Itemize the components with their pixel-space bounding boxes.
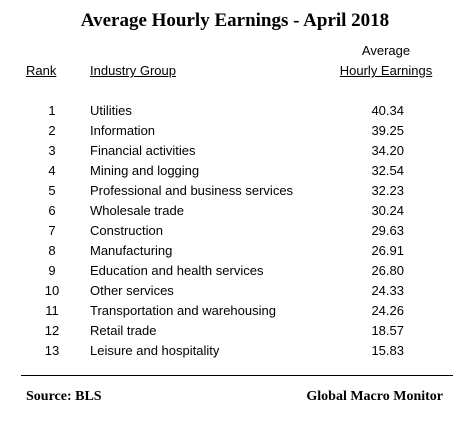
table-row: 11 Transportation and warehousing 24.26	[0, 301, 470, 321]
industry-group-cell: Professional and business services	[90, 183, 294, 198]
table-row: 3 Financial activities 34.20	[0, 141, 470, 161]
rank-cell: 11	[45, 303, 59, 318]
hourly-earnings-cell: 29.63	[371, 223, 404, 238]
industry-group-cell: Retail trade	[90, 323, 157, 338]
table-row: 2 Information 39.25	[0, 121, 470, 141]
industry-group-cell: Information	[90, 123, 156, 138]
source-note: Source: BLS	[26, 389, 102, 404]
table-row: 5 Professional and business services 32.23	[0, 181, 470, 201]
hourly-earnings-cell: 30.24	[371, 203, 404, 218]
rank-cell: 7	[48, 223, 56, 238]
rank-cell: 6	[48, 203, 56, 218]
hourly-earnings-cell: 40.34	[371, 103, 404, 118]
rank-cell: 10	[44, 283, 60, 298]
table-row: 13 Leisure and hospitality 15.83	[0, 341, 470, 361]
rank-cell: 8	[48, 243, 56, 258]
column-header-rank: Rank	[26, 63, 57, 78]
rank-cell: 13	[44, 343, 60, 358]
industry-group-cell: Transportation and warehousing	[90, 303, 276, 318]
hourly-earnings-cell: 24.26	[371, 303, 404, 318]
table-row: 9 Education and health services 26.80	[0, 261, 470, 281]
table-row: 8 Manufacturing 26.91	[0, 241, 470, 261]
table-body: 1 Utilities 40.34 2 Information 39.25 3 Financi…	[0, 101, 470, 361]
industry-group-cell: Mining and logging	[90, 163, 200, 178]
column-header-hourly-earnings: Hourly Earnings	[339, 63, 433, 78]
hourly-earnings-cell: 24.33	[371, 283, 404, 298]
rank-cell: 2	[48, 123, 56, 138]
table-row: 12 Retail trade 18.57	[0, 321, 470, 341]
hourly-earnings-cell: 39.25	[371, 123, 404, 138]
table-row: 7 Construction 29.63	[0, 221, 470, 241]
hourly-earnings-cell: 18.57	[371, 323, 404, 338]
hourly-earnings-cell: 26.80	[371, 263, 404, 278]
industry-group-cell: Construction	[90, 223, 163, 238]
industry-group-cell: Utilities	[90, 103, 132, 118]
table-row: 10 Other services 24.33	[0, 281, 470, 301]
industry-group-cell: Leisure and hospitality	[90, 343, 220, 358]
footer-divider	[21, 375, 453, 376]
hourly-earnings-cell: 34.20	[371, 143, 404, 158]
industry-group-cell: Financial activities	[90, 143, 196, 158]
credit-note: Global Macro Monitor	[306, 389, 443, 404]
rank-cell: 1	[48, 103, 56, 118]
table-row: 6 Wholesale trade 30.24	[0, 201, 470, 221]
industry-group-cell: Education and health services	[90, 263, 264, 278]
rank-cell: 4	[48, 163, 56, 178]
hourly-earnings-cell: 32.23	[371, 183, 404, 198]
column-header-average: Average	[361, 43, 411, 58]
hourly-earnings-cell: 26.91	[371, 243, 404, 258]
hourly-earnings-cell: 32.54	[371, 163, 404, 178]
table-title: Average Hourly Earnings - April 2018	[80, 10, 390, 31]
industry-group-cell: Manufacturing	[90, 243, 173, 258]
column-header-industry-group: Industry Group	[90, 63, 176, 78]
hourly-earnings-cell: 15.83	[371, 343, 404, 358]
rank-cell: 12	[44, 323, 60, 338]
rank-cell: 5	[48, 183, 56, 198]
rank-cell: 9	[48, 263, 56, 278]
table-row: 4 Mining and logging 32.54	[0, 161, 470, 181]
industry-group-cell: Wholesale trade	[90, 203, 184, 218]
industry-group-cell: Other services	[90, 283, 174, 298]
rank-cell: 3	[48, 143, 56, 158]
table-row: 1 Utilities 40.34	[0, 101, 470, 121]
